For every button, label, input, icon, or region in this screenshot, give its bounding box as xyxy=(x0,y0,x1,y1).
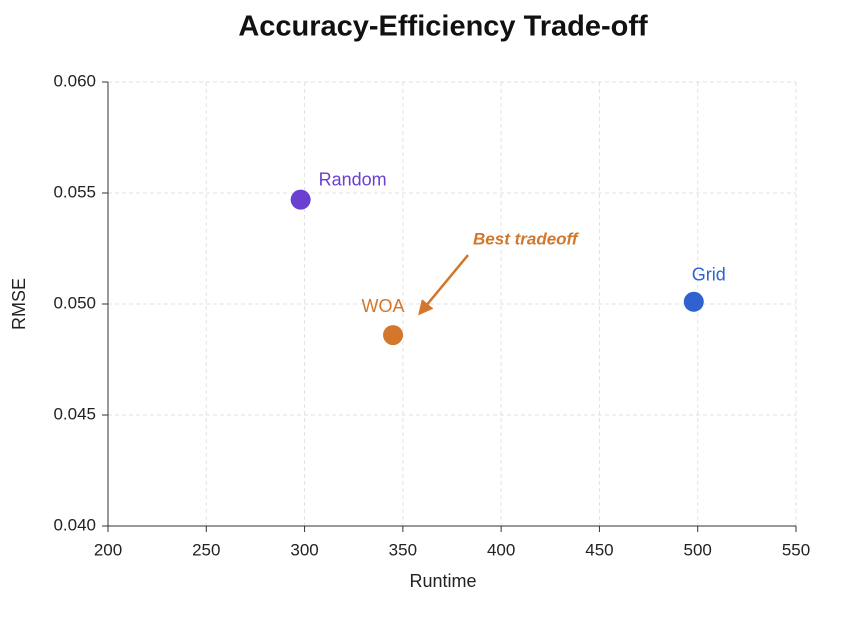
point-label: Random xyxy=(319,169,387,189)
x-tick-label: 450 xyxy=(585,540,613,559)
annotation-arrow xyxy=(418,254,469,316)
y-axis-label: RMSE xyxy=(9,278,29,330)
point-label: Grid xyxy=(692,265,726,285)
x-tick-label: 350 xyxy=(389,540,417,559)
x-tick-label: 200 xyxy=(94,540,122,559)
y-tick-label: 0.040 xyxy=(53,515,96,534)
y-tick-label: 0.050 xyxy=(53,293,96,312)
x-tick-label: 500 xyxy=(684,540,712,559)
x-tick-label: 250 xyxy=(192,540,220,559)
x-tick-label: 400 xyxy=(487,540,515,559)
annotation: Best tradeoff xyxy=(473,230,580,249)
point-label: WOA xyxy=(362,296,405,316)
x-axis-label: Runtime xyxy=(409,571,476,591)
y-tick-label: 0.055 xyxy=(53,182,96,201)
point xyxy=(683,291,704,312)
point xyxy=(383,325,404,346)
y-tick-label: 0.045 xyxy=(53,404,96,423)
y-tick-label: 0.060 xyxy=(53,71,96,90)
point xyxy=(290,189,311,210)
chart-title: Accuracy-Efficiency Trade-off xyxy=(238,11,648,43)
x-tick-label: 550 xyxy=(782,540,810,559)
x-tick-label: 300 xyxy=(290,540,318,559)
